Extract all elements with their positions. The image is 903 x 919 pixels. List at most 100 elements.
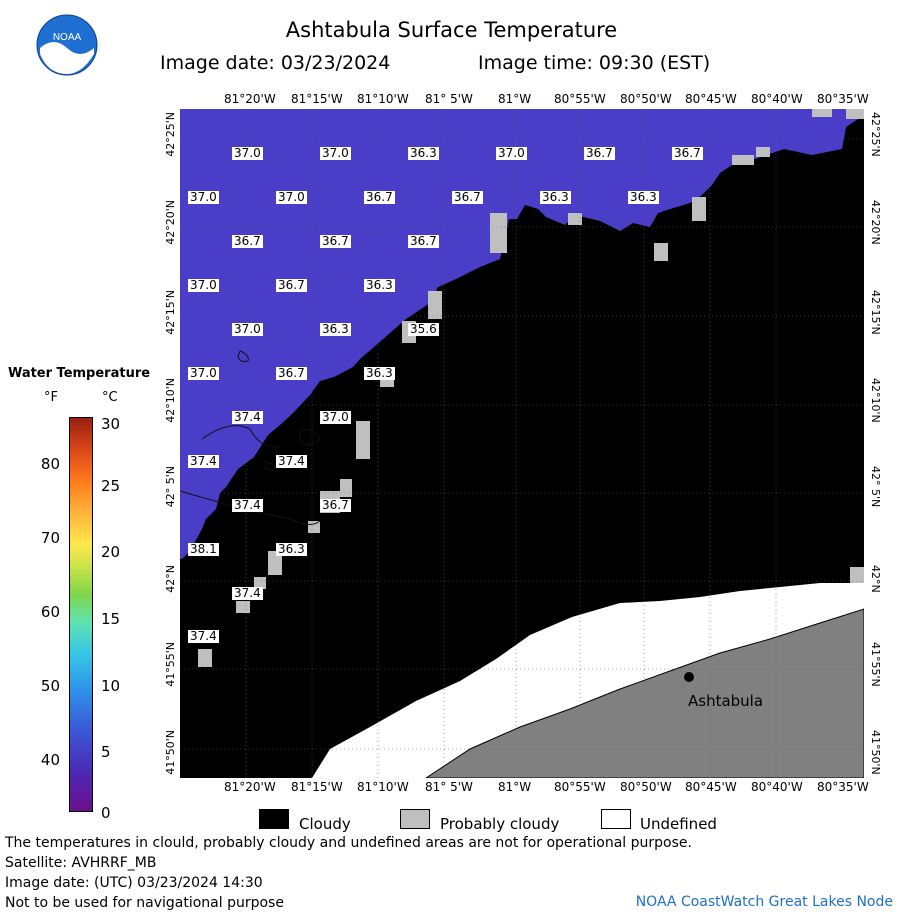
temp-label: 36.3 bbox=[276, 542, 307, 556]
temp-label: 36.7 bbox=[276, 366, 307, 380]
temp-label: 36.7 bbox=[672, 146, 703, 160]
lon-label-bottom: 81° 5'W bbox=[425, 780, 473, 794]
utc-date: Image date: (UTC) 03/23/2024 14:30 bbox=[5, 875, 263, 891]
c-tick: 25 bbox=[101, 477, 121, 495]
lon-label-bottom: 81°10'W bbox=[357, 780, 409, 794]
temp-label: 37.4 bbox=[232, 498, 263, 512]
c-tick: 30 bbox=[101, 415, 121, 433]
c-tick: 0 bbox=[101, 804, 111, 822]
navigation-disclaimer: Not to be used for navigational purpose bbox=[5, 895, 284, 911]
temp-label: 37.4 bbox=[232, 586, 263, 600]
lat-label-right: 42°20'N bbox=[869, 200, 882, 245]
temp-label: 37.0 bbox=[496, 146, 527, 160]
c-tick: 15 bbox=[101, 610, 121, 628]
temp-label: 36.3 bbox=[364, 366, 395, 380]
lat-label-right: 42°15'N bbox=[869, 290, 882, 335]
lon-label-bottom: 80°40'W bbox=[751, 780, 803, 794]
temp-label: 36.3 bbox=[540, 190, 571, 204]
lon-label-top: 80°55'W bbox=[554, 92, 606, 106]
temp-label: 36.7 bbox=[364, 190, 395, 204]
lon-label-top: 81°10'W bbox=[357, 92, 409, 106]
temp-label: 35.6 bbox=[408, 322, 439, 336]
image-time: Image time: 09:30 (EST) bbox=[478, 52, 711, 74]
cloudy-label: Cloudy bbox=[299, 815, 351, 833]
temp-label: 37.0 bbox=[276, 190, 307, 204]
cloudy-swatch bbox=[259, 809, 289, 829]
temp-label: 37.0 bbox=[188, 278, 219, 292]
temp-label: 36.7 bbox=[320, 498, 351, 512]
temp-label: 36.3 bbox=[364, 278, 395, 292]
water-area bbox=[180, 109, 864, 559]
image-date: Image date: 03/23/2024 bbox=[160, 52, 391, 74]
temp-label: 37.4 bbox=[232, 410, 263, 424]
temp-label: 36.7 bbox=[408, 234, 439, 248]
lat-label-right: 41°50'N bbox=[869, 730, 882, 775]
lat-label-right: 42°25'N bbox=[869, 112, 882, 157]
lat-label-right: 42°10'N bbox=[869, 378, 882, 423]
lat-label-left: 42°N bbox=[164, 565, 177, 593]
lon-label-bottom: 80°35'W bbox=[817, 780, 869, 794]
temp-label: 36.7 bbox=[276, 278, 307, 292]
lon-label-top: 80°45'W bbox=[685, 92, 737, 106]
lat-label-left: 41°50'N bbox=[164, 730, 177, 775]
f-tick: 70 bbox=[40, 529, 60, 547]
temp-label: 36.3 bbox=[408, 146, 439, 160]
lon-label-bottom: 80°55'W bbox=[554, 780, 606, 794]
probably-cloudy-swatch bbox=[400, 809, 430, 829]
temp-label: 37.0 bbox=[232, 322, 263, 336]
temp-label: 36.7 bbox=[320, 234, 351, 248]
probably-cloudy-label: Probably cloudy bbox=[440, 815, 560, 833]
city-label: Ashtabula bbox=[688, 692, 764, 710]
temp-label: 36.3 bbox=[628, 190, 659, 204]
temp-label: 36.7 bbox=[584, 146, 615, 160]
map-title: Ashtabula Surface Temperature bbox=[285, 18, 618, 42]
lon-label-top: 81°W bbox=[498, 92, 532, 106]
land-area bbox=[425, 608, 864, 778]
temp-label: 37.4 bbox=[188, 454, 219, 468]
lat-label-left: 42°20'N bbox=[164, 200, 177, 245]
legend-title: Water Temperature bbox=[7, 366, 151, 381]
temp-label: 37.0 bbox=[320, 146, 351, 160]
operational-note: The temperatures in clould, probably clo… bbox=[5, 835, 692, 851]
lon-label-bottom: 80°45'W bbox=[685, 780, 737, 794]
unit-fahrenheit: °F bbox=[44, 390, 58, 405]
coastwatch-node-link[interactable]: NOAA CoastWatch Great Lakes Node bbox=[635, 894, 893, 910]
temp-label: 37.4 bbox=[276, 454, 307, 468]
satellite-info: Satellite: AVHRRF_MB bbox=[5, 855, 157, 871]
c-tick: 5 bbox=[101, 743, 111, 761]
temp-label: 38.1 bbox=[188, 542, 219, 556]
lat-label-left: 42°25'N bbox=[164, 112, 177, 157]
lat-label-right: 41°55'N bbox=[869, 642, 882, 687]
lat-label-left: 42°15'N bbox=[164, 290, 177, 335]
isotherm-contour bbox=[180, 350, 321, 525]
temp-label: 37.4 bbox=[188, 629, 219, 643]
undefined-area bbox=[312, 583, 864, 778]
lon-label-top: 81°15'W bbox=[291, 92, 343, 106]
city-marker bbox=[684, 672, 694, 682]
temp-label: 37.0 bbox=[188, 366, 219, 380]
c-tick: 10 bbox=[101, 677, 121, 695]
temp-label: 36.7 bbox=[232, 234, 263, 248]
lat-label-left: 41°55'N bbox=[164, 642, 177, 687]
lat-label-left: 42° 5'N bbox=[164, 466, 177, 508]
temp-label: 36.3 bbox=[320, 322, 351, 336]
color-scale-bar bbox=[69, 417, 93, 812]
temp-label: 37.0 bbox=[188, 190, 219, 204]
lon-label-bottom: 81°15'W bbox=[291, 780, 343, 794]
undefined-swatch bbox=[601, 809, 631, 829]
lat-label-right: 42°N bbox=[869, 565, 882, 593]
lon-label-top: 80°50'W bbox=[620, 92, 672, 106]
temp-label: 37.0 bbox=[232, 146, 263, 160]
f-tick: 60 bbox=[40, 603, 60, 621]
lon-label-top: 81° 5'W bbox=[425, 92, 473, 106]
lon-label-bottom: 81°W bbox=[498, 780, 532, 794]
lon-label-top: 80°40'W bbox=[751, 92, 803, 106]
lon-label-bottom: 81°20'W bbox=[224, 780, 276, 794]
lat-label-left: 42°10'N bbox=[164, 378, 177, 423]
temperature-map bbox=[180, 109, 864, 778]
lat-label-right: 42° 5'N bbox=[869, 466, 882, 508]
lon-label-bottom: 80°50'W bbox=[620, 780, 672, 794]
f-tick: 50 bbox=[40, 677, 60, 695]
f-tick: 80 bbox=[40, 455, 60, 473]
undefined-label: Undefined bbox=[640, 815, 717, 833]
